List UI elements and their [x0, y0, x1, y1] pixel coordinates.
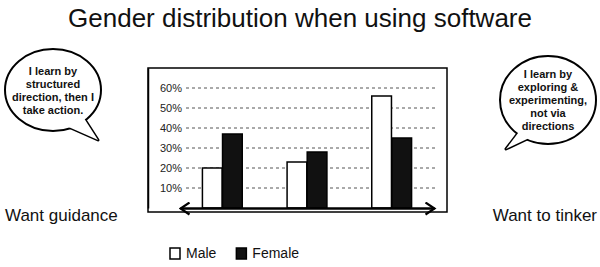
- grid-line: [186, 128, 437, 129]
- y-tick-label: 30%: [160, 142, 182, 154]
- chart: Gender distribution when using software 1…: [0, 0, 600, 267]
- y-tick: 10%: [148, 182, 182, 194]
- y-tick-label: 60%: [160, 82, 182, 94]
- bubble-body: [500, 56, 596, 144]
- bubble-text: I learn by: [29, 65, 78, 77]
- grid-line: [186, 108, 437, 109]
- bubble-text: I learn by: [524, 68, 573, 80]
- bar: [202, 168, 222, 208]
- bubble-body: [5, 49, 101, 131]
- y-tick: 40%: [148, 122, 182, 134]
- bar: [287, 162, 307, 208]
- caption: Want guidance: [5, 206, 118, 225]
- bar: [223, 134, 243, 208]
- legend-item: Male: [170, 245, 217, 261]
- y-tick: 60%: [148, 82, 182, 94]
- bubble-tail-fill: [64, 112, 98, 140]
- x-axis: [181, 208, 435, 210]
- title: Gender distribution when using software: [68, 3, 532, 33]
- legend-label: Male: [186, 245, 217, 261]
- speech-bubble: I learn bystructureddirection, then Itak…: [5, 49, 101, 140]
- legend-swatch: [236, 248, 246, 259]
- legend-item: Female: [236, 245, 299, 261]
- y-tick-label: 50%: [160, 102, 182, 114]
- legend-label: Female: [252, 245, 299, 261]
- legend: Male Female: [170, 245, 299, 261]
- plot-frame: [148, 68, 447, 212]
- caption: Want to tinker: [493, 206, 598, 225]
- bubble-text: direction, then I: [12, 91, 94, 103]
- x-axis-arrow: [181, 207, 435, 210]
- y-axis: 10% 20% 30% 40% 50% 60%: [148, 69, 182, 209]
- y-tick-label: 20%: [160, 162, 182, 174]
- bubble-text: directions: [522, 120, 575, 132]
- bar-group: [202, 134, 242, 208]
- bar-group: [287, 152, 327, 208]
- bar-group: [372, 96, 412, 208]
- y-tick: 20%: [148, 162, 182, 174]
- legend-swatch: [170, 248, 180, 259]
- bar: [307, 152, 327, 208]
- bubble-text: take action.: [23, 104, 84, 116]
- grid-line: [186, 88, 437, 89]
- y-axis-line: [148, 69, 150, 209]
- bar: [372, 96, 392, 208]
- y-tick: 50%: [148, 102, 182, 114]
- bar: [392, 138, 412, 208]
- bubble-text: structured: [26, 78, 80, 90]
- speech-bubble: I learn byexploring &experimenting,not v…: [500, 56, 596, 149]
- y-tick-label: 40%: [160, 122, 182, 134]
- bubble-text: experimenting,: [509, 94, 587, 106]
- bubble-text: exploring &: [518, 81, 579, 93]
- y-tick: 30%: [148, 142, 182, 154]
- plot-area: [202, 96, 411, 208]
- bubble-text: not via: [530, 107, 566, 119]
- y-tick-label: 10%: [160, 182, 182, 194]
